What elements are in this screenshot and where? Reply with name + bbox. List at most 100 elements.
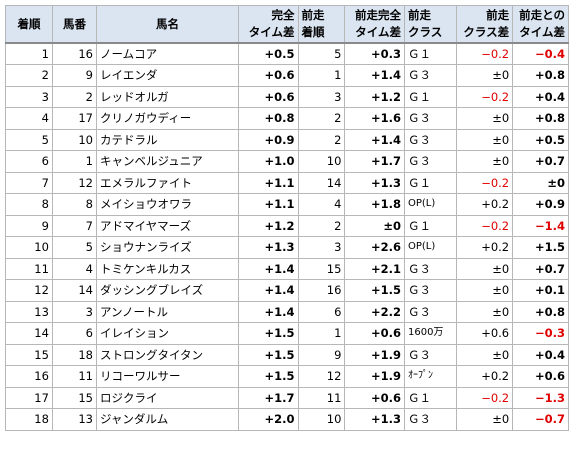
cell-horse-name[interactable]: レッドオルガ: [96, 85, 239, 108]
cell-prev-class-diff[interactable]: +0.6: [456, 322, 514, 345]
cell-finish[interactable]: 16: [5, 365, 53, 388]
cell-horse-name[interactable]: キャンベルジュニア: [96, 150, 239, 173]
cell-prev-class[interactable]: Ｇ３: [403, 343, 458, 366]
cell-prev-class-diff[interactable]: ±0: [456, 343, 514, 366]
cell-total-diff[interactable]: +0.8: [237, 107, 299, 130]
cell-prev-class[interactable]: Ｇ３: [403, 257, 458, 280]
cell-finish[interactable]: 14: [5, 322, 53, 345]
cell-prev-class[interactable]: Ｇ３: [403, 408, 458, 431]
cell-prev-total-diff[interactable]: +1.8: [344, 193, 405, 216]
cell-total-diff[interactable]: +1.2: [237, 214, 299, 237]
cell-prev-total-diff[interactable]: +1.6: [344, 107, 405, 130]
cell-diff-vs-prev[interactable]: −0.7: [512, 408, 569, 431]
cell-diff-vs-prev[interactable]: ±0: [512, 171, 569, 194]
cell-horse-name[interactable]: トミケンキルカス: [96, 257, 239, 280]
cell-diff-vs-prev[interactable]: +0.4: [512, 85, 569, 108]
cell-horse-name[interactable]: エメラルファイト: [96, 171, 239, 194]
cell-finish[interactable]: 17: [5, 386, 53, 409]
cell-gate[interactable]: 6: [51, 322, 98, 345]
cell-prev-class-diff[interactable]: −0.2: [456, 85, 514, 108]
cell-prev-finish[interactable]: 6: [297, 300, 346, 323]
cell-prev-class[interactable]: Ｇ１: [403, 42, 458, 65]
cell-gate[interactable]: 4: [51, 257, 98, 280]
cell-diff-vs-prev[interactable]: +0.8: [512, 107, 569, 130]
cell-horse-name[interactable]: レイエンダ: [96, 64, 239, 87]
cell-prev-finish[interactable]: 5: [297, 42, 346, 65]
header-prev-class[interactable]: 前走 クラス: [403, 5, 458, 44]
cell-gate[interactable]: 10: [51, 128, 98, 151]
cell-prev-class-diff[interactable]: ±0: [456, 300, 514, 323]
cell-gate[interactable]: 18: [51, 343, 98, 366]
cell-diff-vs-prev[interactable]: −1.4: [512, 214, 569, 237]
cell-prev-class-diff[interactable]: −0.2: [456, 386, 514, 409]
cell-prev-class[interactable]: Ｇ３: [403, 128, 458, 151]
cell-finish[interactable]: 5: [5, 128, 53, 151]
cell-prev-total-diff[interactable]: +1.9: [344, 343, 405, 366]
cell-prev-finish[interactable]: 2: [297, 128, 346, 151]
cell-gate[interactable]: 8: [51, 193, 98, 216]
cell-total-diff[interactable]: +0.9: [237, 128, 299, 151]
cell-horse-name[interactable]: アドマイヤマーズ: [96, 214, 239, 237]
cell-total-diff[interactable]: +1.5: [237, 322, 299, 345]
cell-prev-class[interactable]: Ｇ３: [403, 64, 458, 87]
cell-prev-total-diff[interactable]: +2.2: [344, 300, 405, 323]
cell-prev-finish[interactable]: 3: [297, 236, 346, 259]
cell-prev-total-diff[interactable]: +0.6: [344, 386, 405, 409]
cell-prev-class-diff[interactable]: ±0: [456, 150, 514, 173]
cell-prev-total-diff[interactable]: +1.9: [344, 365, 405, 388]
cell-prev-class-diff[interactable]: ±0: [456, 128, 514, 151]
cell-prev-class-diff[interactable]: +0.2: [456, 236, 514, 259]
cell-horse-name[interactable]: ストロングタイタン: [96, 343, 239, 366]
cell-diff-vs-prev[interactable]: +0.8: [512, 64, 569, 87]
cell-horse-name[interactable]: ダッシングブレイズ: [96, 279, 239, 302]
cell-prev-class-diff[interactable]: −0.2: [456, 171, 514, 194]
cell-gate[interactable]: 15: [51, 386, 98, 409]
cell-prev-total-diff[interactable]: +2.1: [344, 257, 405, 280]
cell-prev-total-diff[interactable]: +1.2: [344, 85, 405, 108]
cell-total-diff[interactable]: +1.1: [237, 193, 299, 216]
cell-diff-vs-prev[interactable]: +0.1: [512, 279, 569, 302]
cell-prev-class[interactable]: Ｇ３: [403, 150, 458, 173]
cell-prev-finish[interactable]: 10: [297, 150, 346, 173]
cell-prev-finish[interactable]: 1: [297, 64, 346, 87]
cell-finish[interactable]: 4: [5, 107, 53, 130]
cell-prev-total-diff[interactable]: +1.7: [344, 150, 405, 173]
cell-prev-total-diff[interactable]: +1.5: [344, 279, 405, 302]
cell-prev-class-diff[interactable]: −0.2: [456, 214, 514, 237]
cell-prev-class[interactable]: OP(L): [403, 193, 458, 216]
cell-diff-vs-prev[interactable]: −0.4: [512, 42, 569, 65]
cell-total-diff[interactable]: +1.4: [237, 300, 299, 323]
cell-total-diff[interactable]: +1.4: [237, 257, 299, 280]
cell-diff-vs-prev[interactable]: −1.3: [512, 386, 569, 409]
cell-prev-class-diff[interactable]: ±0: [456, 408, 514, 431]
cell-prev-class[interactable]: Ｇ３: [403, 107, 458, 130]
cell-gate[interactable]: 2: [51, 85, 98, 108]
cell-gate[interactable]: 12: [51, 171, 98, 194]
cell-gate[interactable]: 9: [51, 64, 98, 87]
cell-gate[interactable]: 3: [51, 300, 98, 323]
cell-horse-name[interactable]: ノームコア: [96, 42, 239, 65]
cell-total-diff[interactable]: +1.3: [237, 236, 299, 259]
cell-prev-class[interactable]: 1600万: [403, 322, 458, 345]
cell-prev-class-diff[interactable]: +0.2: [456, 193, 514, 216]
cell-prev-total-diff[interactable]: +1.3: [344, 408, 405, 431]
cell-diff-vs-prev[interactable]: +1.5: [512, 236, 569, 259]
cell-gate[interactable]: 11: [51, 365, 98, 388]
cell-prev-class[interactable]: Ｇ１: [403, 214, 458, 237]
header-horse-name[interactable]: 馬名: [96, 5, 239, 44]
cell-diff-vs-prev[interactable]: −0.3: [512, 322, 569, 345]
cell-finish[interactable]: 8: [5, 193, 53, 216]
cell-prev-finish[interactable]: 15: [297, 257, 346, 280]
cell-prev-class[interactable]: OP(L): [403, 236, 458, 259]
cell-prev-total-diff[interactable]: +1.4: [344, 128, 405, 151]
cell-gate[interactable]: 13: [51, 408, 98, 431]
cell-finish[interactable]: 3: [5, 85, 53, 108]
header-prev-total-diff[interactable]: 前走完全 タイム差: [344, 5, 405, 44]
cell-finish[interactable]: 10: [5, 236, 53, 259]
cell-horse-name[interactable]: リコーワルサー: [96, 365, 239, 388]
cell-prev-finish[interactable]: 2: [297, 214, 346, 237]
cell-prev-total-diff[interactable]: +1.3: [344, 171, 405, 194]
cell-finish[interactable]: 1: [5, 42, 53, 65]
cell-prev-finish[interactable]: 14: [297, 171, 346, 194]
cell-prev-class-diff[interactable]: ±0: [456, 64, 514, 87]
